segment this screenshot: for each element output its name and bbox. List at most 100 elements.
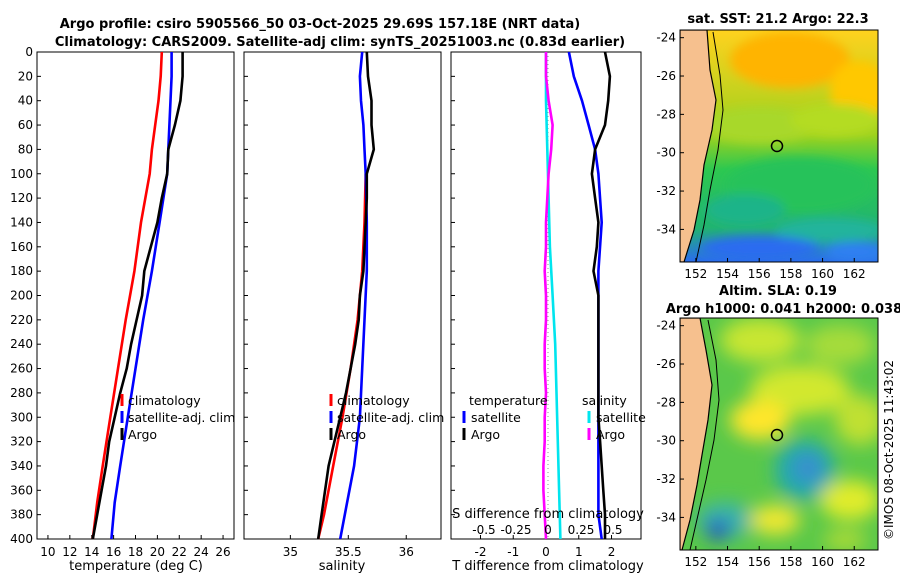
s-tick: -0.25 [500,523,531,537]
map-y-tick-label: -32 [656,472,676,486]
series-line-argo [91,52,184,540]
legend-temperature-title: temperature [469,393,548,408]
map-y-tick-label: -26 [656,69,676,83]
x-tick-label: 1 [575,545,583,559]
salinity-profiles [316,51,376,540]
x-tick-label: 2 [608,545,616,559]
legend-argo-label: Argo [337,427,366,442]
depth-tick-label: 320 [10,435,33,449]
depth-tick-label: 60 [18,118,33,132]
s-tick: -0.5 [472,523,495,537]
depth-tick-label: 260 [10,362,33,376]
s-tick: 0.25 [568,523,595,537]
legend-climatology-label: climatology [337,393,410,408]
t-difference-xlabel: T difference from climatology [451,559,644,574]
salinity-panel: 35 35.5 36 salinity climatology satellite-… [243,51,444,574]
depth-tick-label: 280 [10,386,33,400]
copyright-label: ©IMOS 08-Oct-2025 11:43:02 [882,360,896,540]
map-x-tick-label: 156 [748,267,771,281]
depth-axis-ticks: 0 20 40 60 80 100 120 140 160 180 200 220 240 260 280 3… [10,45,41,546]
x-tick-label: 35 [283,545,298,559]
x-tick-label: 18 [128,545,143,559]
series-line-s-satellite [544,52,562,540]
profile-location-marker [770,428,784,442]
depth-tick-label: 160 [10,240,33,254]
difference-depth-ticks [451,51,455,540]
map-x-tick-label: 160 [811,555,834,569]
legend-t-argo-label: Argo [471,427,500,442]
legend-t-satellite-label: satellite [471,410,521,425]
series-line-t-argo [590,51,612,539]
x-tick-label: 35.5 [335,545,362,559]
depth-tick-label: 20 [18,69,33,83]
map-x-tick-label: 158 [779,267,802,281]
sla-field [680,318,878,550]
sst-field [680,30,878,262]
map-y-tick-label: -30 [656,434,676,448]
map-x-tick-label: 160 [811,267,834,281]
x-tick-label: 14 [84,545,99,559]
series-line-t-satellite [567,51,604,540]
x-tick-label: 36 [399,545,414,559]
legend-climatology-label: climatology [128,393,201,408]
sla-map-title-line2: Argo h1000: 0.041 h2000: 0.038 [666,302,900,317]
s-difference-label: S difference from climatology [452,507,644,522]
profile-location-marker [770,139,784,153]
depth-tick-label: 100 [10,167,33,181]
sst-map-title: sat. SST: 21.2 Argo: 22.3 [687,12,868,27]
depth-tick-label: 360 [10,483,33,497]
s-tick: 0 [544,523,552,537]
map-x-tick-label: 154 [716,555,739,569]
sla-map-panel: Altim. SLA: 0.19 Argo h1000: 0.041 h2000… [656,284,900,569]
s-tick: 0.5 [603,523,622,537]
difference-legend: temperature satellite Argo salinity sate… [462,393,646,442]
x-tick-label: -2 [474,545,486,559]
map-y-tick-label: -30 [656,146,676,160]
x-tick-label: 10 [40,545,55,559]
map-y-tick-label: -28 [656,107,676,121]
temperature-axis-ticks: 10 12 14 16 18 20 22 24 26 [40,535,231,559]
legend-satellite-label: satellite-adj. clim [128,410,235,425]
x-tick-label: 26 [215,545,230,559]
map-x-tick-label: 162 [843,267,866,281]
depth-tick-label: 220 [10,313,33,327]
map-y-tick-label: -26 [656,357,676,371]
series-line-climatology [91,51,164,540]
legend-satellite-label: satellite-adj. clim [337,410,444,425]
x-tick-label: 16 [106,545,121,559]
depth-tick-label: 140 [10,215,33,229]
depth-tick-label: 300 [10,410,33,424]
depth-tick-label: 80 [18,142,33,156]
depth-tick-label: 180 [10,264,33,278]
series-line-argo [316,51,376,540]
depth-tick-label: 0 [25,45,33,59]
x-tick-label: 20 [150,545,165,559]
depth-tick-label: 40 [18,94,33,108]
difference-profiles [542,51,612,540]
map-x-tick-label: 152 [684,555,707,569]
series-line-s-argo [542,52,554,540]
series-line-satellite-adj-clim [110,52,173,540]
sst-map-panel: sat. SST: 21.2 Argo: 22.3 152 154 156 158 16… [656,12,879,281]
depth-tick-label: 340 [10,459,33,473]
map-y-tick-label: -34 [656,510,676,524]
legend-argo-label: Argo [128,427,157,442]
map-x-tick-label: 154 [716,267,739,281]
depth-tick-label: 200 [10,289,33,303]
x-tick-label: 24 [194,545,209,559]
series-line-satellite-adj-clim [338,51,369,540]
map-y-tick-label: -32 [656,184,676,198]
map-x-tick-label: 162 [843,555,866,569]
map-x-tick-label: 152 [684,267,707,281]
temperature-legend: climatology satellite-adj. clim Argo [120,393,235,442]
depth-tick-label: 240 [10,337,33,351]
map-y-tick-label: -24 [656,31,676,45]
x-tick-label: 22 [172,545,187,559]
temperature-profiles [91,51,184,540]
sst-map-ticks: 152 154 156 158 160 162 -24 -26 -28 -30 -32 -34 [656,31,865,281]
map-x-tick-label: 156 [748,555,771,569]
salinity-legend: climatology satellite-adj. clim Argo [329,393,444,442]
depth-tick-label: 400 [10,532,33,546]
depth-tick-label: 380 [10,508,33,522]
